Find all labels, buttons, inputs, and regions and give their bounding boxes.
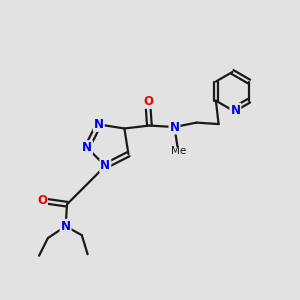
Text: N: N xyxy=(100,159,110,172)
Text: O: O xyxy=(37,194,47,207)
Text: O: O xyxy=(143,95,153,108)
Text: N: N xyxy=(94,118,104,131)
Text: Me: Me xyxy=(171,146,187,157)
Text: N: N xyxy=(61,220,70,233)
Text: N: N xyxy=(169,121,179,134)
Text: N: N xyxy=(82,141,92,154)
Text: N: N xyxy=(230,104,240,117)
